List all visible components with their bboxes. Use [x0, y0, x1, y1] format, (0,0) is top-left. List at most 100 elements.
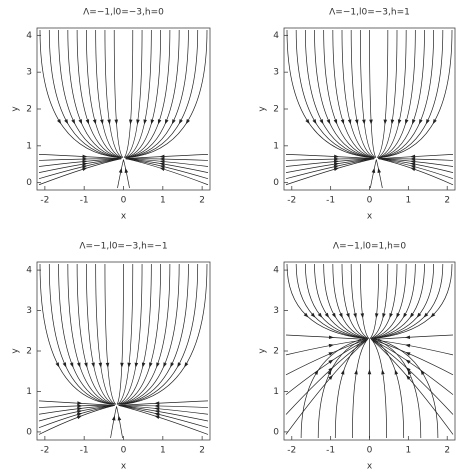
y-tick-label: 0	[26, 427, 32, 437]
x-tick-label: 1	[160, 446, 166, 456]
stream-arrow	[303, 312, 309, 318]
panel: Λ=−1,l0=1,h=0 x y -2 -1 0 1 2 0 1 2 3 4	[258, 242, 456, 472]
stream-arrow	[77, 407, 83, 411]
x-axis-label: x	[121, 462, 127, 472]
streamline	[285, 339, 368, 395]
stream-arrow	[159, 162, 165, 166]
stream-arrow	[383, 119, 388, 125]
stream-arrow	[406, 374, 411, 380]
stream-arrow	[71, 119, 76, 125]
stream-arrow	[381, 369, 385, 375]
streamline	[371, 339, 454, 376]
stream-arrow	[100, 119, 104, 125]
stream-arrow	[369, 119, 373, 125]
stream-arrow	[333, 162, 340, 166]
x-tick-label: -2	[287, 446, 296, 456]
stream-arrow	[333, 164, 340, 169]
streamline	[286, 29, 372, 158]
streamline	[67, 263, 114, 405]
y-tick-label: 4	[26, 31, 32, 41]
y-tick-label: 1	[273, 387, 279, 397]
streamline	[359, 263, 370, 339]
stream-arrow	[78, 119, 83, 125]
stream-arrow	[136, 119, 140, 125]
streamline	[304, 263, 366, 339]
stream-arrow	[334, 154, 340, 159]
stream-arrow	[154, 415, 160, 419]
stream-arrow	[405, 352, 411, 356]
x-axis-label: x	[121, 212, 127, 222]
streamline	[125, 29, 161, 158]
stream-arrow	[407, 369, 412, 375]
stream-arrow	[82, 162, 88, 166]
streamline	[127, 29, 189, 158]
stream-arrow	[328, 374, 333, 380]
y-tick-label: 0	[273, 178, 279, 188]
x-tick-label: 2	[199, 446, 205, 456]
streamline	[370, 338, 387, 439]
stream-arrow	[423, 312, 429, 318]
streamline	[295, 263, 366, 339]
stream-arrow	[105, 362, 110, 368]
streamline	[369, 29, 377, 158]
x-tick-label: 0	[121, 446, 127, 456]
y-tick-label: 0	[26, 178, 32, 188]
stream-arrow	[328, 359, 334, 364]
x-tick-label: 2	[444, 446, 450, 456]
stream-arrow	[82, 159, 88, 164]
streamline	[38, 405, 115, 435]
streamline	[119, 263, 171, 405]
streamline	[352, 338, 369, 439]
stream-arrow	[118, 167, 123, 174]
stream-arrow	[159, 154, 165, 159]
stream-arrow	[82, 154, 88, 159]
stream-arrow	[154, 409, 160, 414]
stream-arrow	[154, 412, 160, 417]
panel-title: Λ=−1,l0=1,h=0	[333, 242, 406, 252]
y-tick-label: 3	[273, 306, 279, 316]
stream-arrow	[377, 167, 382, 174]
stream-arrow	[312, 119, 317, 125]
stream-arrow	[425, 119, 430, 125]
plot-frame	[36, 261, 211, 441]
y-tick-label: 2	[26, 105, 32, 115]
x-tick-label: -2	[40, 196, 49, 206]
stream-arrow	[430, 312, 436, 318]
y-axis-label: y	[258, 348, 268, 354]
stream-arrow	[154, 404, 160, 408]
streamline	[376, 29, 389, 158]
stream-arrow	[163, 362, 167, 368]
stream-arrow	[367, 369, 372, 375]
stream-arrow	[62, 362, 67, 368]
stream-arrow	[390, 119, 395, 125]
stream-arrow	[382, 313, 386, 319]
streamline	[350, 263, 369, 339]
stream-arrow	[57, 119, 62, 125]
stream-arrow	[397, 119, 402, 125]
stream-arrow	[403, 312, 408, 319]
stream-arrow	[327, 369, 332, 375]
streamline	[285, 158, 375, 186]
x-tick-label: -2	[287, 196, 296, 206]
streamline	[332, 263, 368, 339]
stream-arrow	[82, 157, 88, 161]
stream-arrow	[405, 343, 411, 348]
stream-arrow	[374, 313, 379, 319]
stream-arrow	[154, 401, 160, 405]
stream-arrow	[76, 362, 81, 368]
stream-arrow	[156, 362, 160, 368]
y-tick-label: 2	[273, 347, 279, 357]
stream-arrow	[124, 167, 129, 174]
streamline	[117, 263, 143, 405]
streamline	[334, 338, 367, 439]
streamline	[118, 405, 209, 435]
x-tick-label: 0	[367, 196, 373, 206]
y-axis-label: y	[258, 106, 268, 112]
stream-arrow	[317, 312, 323, 318]
streamline	[86, 29, 122, 158]
stream-arrow	[159, 159, 165, 164]
streamline	[117, 263, 134, 405]
stream-arrow	[409, 312, 415, 318]
stream-arrow	[69, 362, 74, 368]
